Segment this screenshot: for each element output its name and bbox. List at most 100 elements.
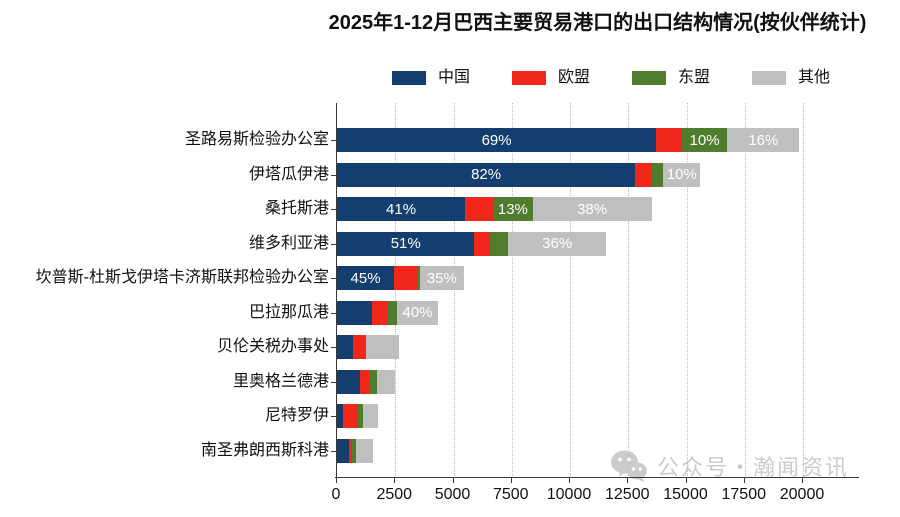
y-tick — [331, 243, 336, 245]
bar-segment-eu — [394, 266, 418, 290]
x-tick-mark-10000 — [569, 478, 570, 483]
x-tick-label-15000: 15000 — [663, 486, 708, 503]
bar-segment-asean — [417, 266, 420, 290]
bar-segment-china: 69% — [337, 128, 657, 152]
gridline-15000 — [686, 103, 688, 478]
legend-label-eu: 欧盟 — [558, 69, 591, 86]
category-label-8: 尼特罗伊 — [264, 407, 329, 424]
bar-segment-china — [337, 404, 343, 428]
bar-segment-china — [337, 438, 350, 463]
x-axis-line — [335, 477, 859, 478]
bar-segment-label: 69% — [481, 131, 512, 149]
x-tick-mark-2500 — [394, 478, 396, 483]
legend-swatch-eu — [512, 71, 547, 85]
bar-segment-label: 10% — [689, 131, 720, 149]
bar-segment-asean: 13% — [493, 197, 533, 221]
x-tick-label-0: 0 — [331, 486, 341, 503]
gridline-10000 — [570, 103, 571, 478]
x-tick-label-20000: 20000 — [779, 486, 825, 503]
legend: 中国 欧盟 东盟 其他 — [392, 68, 830, 88]
bar-segment-china: 82% — [337, 162, 636, 187]
bar-segment-other — [355, 438, 373, 463]
legend-item-china: 中国 — [392, 68, 470, 88]
y-tick — [331, 209, 336, 210]
bar-segment-other: 38% — [532, 197, 652, 221]
gridline-17500 — [744, 103, 746, 478]
bar-segment-other: 16% — [727, 128, 800, 152]
x-tick-label-7500: 7500 — [492, 486, 529, 503]
category-label-4: 坎普斯-杜斯戈伊塔卡济斯联邦检验办公室 — [35, 269, 329, 286]
bar-segment-asean — [365, 335, 366, 359]
y-tick — [331, 312, 336, 314]
x-tick-mark-20000 — [802, 478, 803, 483]
gridline-20000 — [803, 103, 804, 478]
bar-segment-eu — [474, 231, 490, 256]
x-tick-label-2500: 2500 — [376, 486, 413, 503]
bar-segment-asean — [651, 162, 664, 187]
legend-item-other: 其他 — [752, 68, 830, 88]
bar-segment-china — [337, 300, 372, 325]
bar-row-7 — [337, 369, 396, 394]
bar-segment-other — [377, 369, 396, 394]
bar-segment-asean — [489, 231, 509, 256]
chart-title: 2025年1-12月巴西主要贸易港口的出口结构情况(按伙伴统计) — [328, 12, 867, 34]
bar-segment-other: 36% — [508, 231, 607, 256]
y-tick — [331, 416, 336, 417]
bar-segment-label: 13% — [497, 200, 528, 218]
bar-segment-label: 10% — [666, 166, 697, 183]
category-label-9: 南圣弗朗西斯科港 — [200, 441, 329, 459]
x-tick-label-10000: 10000 — [546, 486, 592, 503]
bar-segment-asean — [352, 438, 356, 463]
y-tick — [331, 381, 336, 383]
y-tick — [331, 278, 336, 279]
category-labels: 圣路易斯检验办公室 伊塔瓜伊港 桑托斯港 维多利亚港 坎普斯-杜斯戈伊塔卡济斯联邦检验办… — [0, 103, 329, 478]
legend-item-eu: 欧盟 — [512, 68, 590, 88]
bar-segment-china: 41% — [337, 197, 466, 221]
bar-segment-china — [337, 369, 361, 394]
bar-row-1: 82% 10% — [337, 162, 701, 187]
bar-segment-eu — [349, 438, 353, 463]
bar-row-4: 45% 35% — [337, 266, 464, 290]
legend-label-other: 其他 — [798, 69, 831, 86]
category-label-5: 巴拉那瓜港 — [248, 303, 329, 321]
bar-segment-eu — [656, 128, 682, 152]
bar-row-8 — [337, 404, 379, 428]
x-axis: 0 2500 5000 7500 10000 12500 15000 17500 20000 — [332, 478, 859, 508]
x-tick-mark-15000 — [685, 478, 687, 483]
legend-label-asean: 东盟 — [678, 69, 711, 86]
legend-swatch-china — [392, 71, 426, 85]
bar-segment-label: 41% — [386, 200, 417, 218]
bar-segment-other — [365, 335, 399, 359]
bar-segment-other: 40% — [396, 300, 439, 325]
bar-segment-eu — [465, 197, 494, 221]
bar-segment-china: 51% — [337, 231, 475, 256]
gridline-2500 — [395, 103, 397, 478]
plot-area: 69% 10% 16% 82% 10% 41% 13% 38% 51% 36% 45% 35% 40% — [331, 103, 859, 478]
watermark: 公众号・瀚闻资讯 — [610, 449, 849, 483]
legend-item-asean: 东盟 — [632, 68, 710, 88]
x-tick-mark-7500 — [510, 478, 512, 483]
x-tick-label-12500: 12500 — [605, 486, 650, 503]
bar-row-9 — [337, 438, 373, 463]
gridline-7500 — [511, 103, 513, 478]
x-tick-mark-12500 — [627, 478, 629, 483]
legend-label-china: 中国 — [438, 69, 471, 86]
legend-swatch-other — [752, 71, 787, 85]
gridline-5000 — [453, 103, 455, 478]
bar-segment-label: 82% — [471, 166, 502, 183]
bar-segment-eu — [342, 404, 359, 428]
bar-segment-label: 35% — [426, 269, 457, 287]
bar-segment-eu — [371, 300, 389, 325]
bar-segment-china — [337, 335, 353, 359]
x-tick-mark-5000 — [452, 478, 454, 483]
category-label-6: 贝伦关税办事处 — [216, 338, 329, 355]
x-tick-mark-0 — [336, 478, 337, 483]
bar-segment-asean — [368, 369, 378, 394]
bar-segment-eu — [352, 335, 366, 359]
category-label-3: 维多利亚港 — [248, 234, 329, 252]
bar-row-3: 51% 36% — [337, 231, 607, 256]
category-label-1: 伊塔瓜伊港 — [248, 165, 329, 183]
bar-segment-asean — [358, 404, 363, 428]
category-label-0: 圣路易斯检验办公室 — [184, 131, 329, 148]
bar-segment-eu — [635, 162, 652, 187]
